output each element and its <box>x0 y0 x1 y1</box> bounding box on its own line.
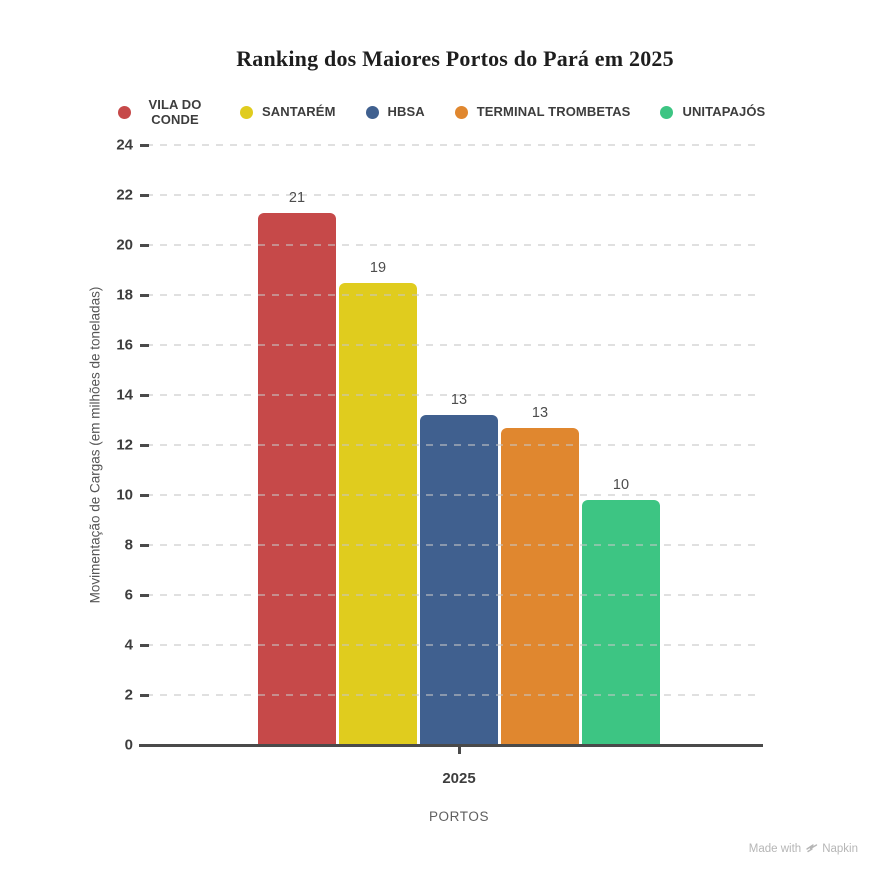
y-tick-mark <box>140 544 149 547</box>
y-tick-mark <box>140 244 149 247</box>
legend-item-terminal-trombetas[interactable]: TERMINAL TROMBETAS <box>454 104 631 120</box>
legend-item-label: HBSA <box>387 104 425 120</box>
y-gridline <box>146 644 760 646</box>
y-gridline <box>146 544 760 546</box>
x-tick-label: 2025 <box>442 770 476 787</box>
y-tick-label: 4 <box>124 636 133 654</box>
y-tick-label: 18 <box>116 286 133 304</box>
legend-dot-icon <box>118 106 131 120</box>
legend: VILA DO CONDE SANTARÉM HBSA TERMINAL TROMBE… <box>118 97 765 128</box>
bar-unitapajós[interactable] <box>582 500 660 745</box>
watermark-brand: Napkin <box>822 843 858 855</box>
legend-item-label: SANTARÉM <box>262 104 336 120</box>
y-tick-label: 2 <box>124 686 133 704</box>
y-tick-mark <box>140 344 149 347</box>
y-tick-label: 16 <box>116 336 133 354</box>
y-tick-mark <box>140 494 149 497</box>
y-tick-label: 12 <box>116 436 133 454</box>
y-gridline <box>146 144 760 146</box>
legend-item-label: VILA DO CONDE <box>148 97 202 127</box>
y-tick-mark <box>140 194 149 197</box>
y-tick-label: 20 <box>116 236 133 254</box>
y-tick-mark <box>140 444 149 447</box>
y-gridline <box>146 394 760 396</box>
y-tick-label: 6 <box>124 586 133 604</box>
bar-value-label: 19 <box>369 259 387 276</box>
legend-dot-icon <box>365 106 379 120</box>
legend-item-hbsa[interactable]: HBSA <box>365 104 425 120</box>
legend-item-unitapajós[interactable]: UNITAPAJÓS <box>660 105 765 120</box>
y-gridline <box>146 494 760 496</box>
y-tick-label: 10 <box>116 486 133 504</box>
y-gridline <box>146 244 760 246</box>
legend-item-santarém[interactable]: SANTARÉM <box>240 105 336 120</box>
chart-title: Ranking dos Maiores Portos do Pará em 20… <box>236 46 674 71</box>
x-axis-title: PORTOS <box>428 809 490 824</box>
legend-item-label: TERMINAL TROMBETAS <box>476 104 631 120</box>
legend-item-label: UNITAPAJÓS <box>682 104 766 120</box>
bar-terminal-trombetas[interactable] <box>501 427 579 745</box>
napkin-logo-icon <box>805 841 818 857</box>
x-tick-mark <box>458 746 461 754</box>
bar-santarém[interactable] <box>339 282 417 745</box>
y-tick-mark <box>140 144 149 147</box>
y-tick-mark <box>140 644 149 647</box>
legend-dot-icon <box>240 106 253 120</box>
y-gridline <box>146 444 760 446</box>
bar-value-label: 10 <box>612 477 630 493</box>
bar-value-label: 21 <box>288 189 306 206</box>
bar-value-label: 13 <box>450 392 468 408</box>
y-tick-label: 14 <box>116 386 133 404</box>
y-tick-mark <box>140 394 149 397</box>
y-tick-mark <box>140 594 149 597</box>
y-tick-label: 24 <box>116 136 133 154</box>
y-tick-mark <box>140 294 149 297</box>
bar-vila-do-conde[interactable] <box>258 212 336 745</box>
y-gridline <box>146 594 760 596</box>
y-gridline <box>146 194 760 196</box>
legend-item-vila-do-conde[interactable]: VILA DO CONDE <box>118 97 210 128</box>
watermark-prefix: Made with <box>748 843 802 855</box>
y-tick-label: 22 <box>116 186 133 204</box>
legend-dot-icon <box>660 106 674 120</box>
y-gridline <box>146 694 760 696</box>
bar-hbsa[interactable] <box>420 415 498 745</box>
y-gridline <box>146 294 760 296</box>
y-tick-label: 8 <box>124 536 133 554</box>
y-tick-mark <box>140 694 149 697</box>
legend-dot-icon <box>454 106 468 120</box>
y-gridline <box>146 344 760 346</box>
x-axis-line <box>139 744 763 747</box>
y-tick-label: 0 <box>124 736 133 754</box>
watermark: Made with Napkin <box>749 841 858 857</box>
bar-value-label: 13 <box>531 404 549 421</box>
